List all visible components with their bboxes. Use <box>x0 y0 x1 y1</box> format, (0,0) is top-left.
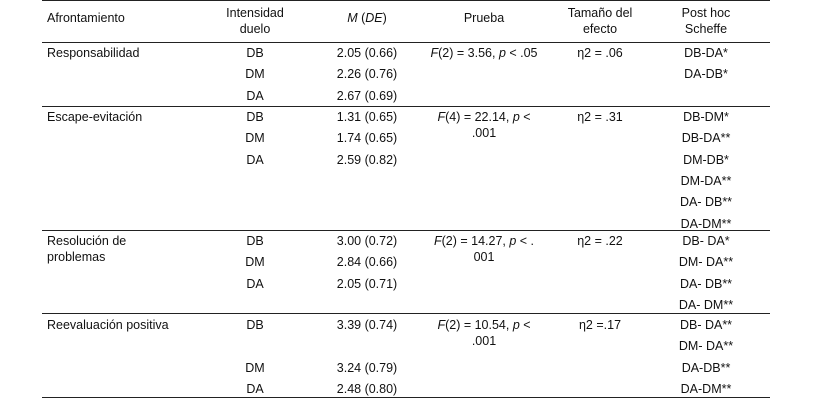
intensity-cell: DB <box>246 110 264 124</box>
mean-sd-cell: 2.05 (0.66) <box>336 46 398 60</box>
text-run: ( <box>357 11 366 25</box>
text-run: F <box>430 46 439 60</box>
intensity-cell: DA <box>246 276 264 291</box>
posthoc-cell: DB- DA* <box>682 234 730 248</box>
intensity-cell: DB <box>246 318 264 332</box>
text-run: F <box>433 234 442 248</box>
mean-sd-cell: 3.39 (0.74) <box>336 318 398 332</box>
test-cell: F(2) = 10.54, p < .001 <box>428 317 540 349</box>
intensity-cell: DM <box>245 67 265 82</box>
posthoc-cell: DA-DM** <box>680 381 732 396</box>
text-run: p <box>512 110 520 124</box>
posthoc-cell: DA-DB* <box>684 67 728 82</box>
effect-cell: η2 = .06 <box>577 46 623 60</box>
posthoc-cell: DM- DA** <box>678 339 734 354</box>
text-run: p <box>498 46 506 60</box>
header-cell: Post hoc Scheffe <box>681 6 731 36</box>
mean-sd-cell: 2.05 (0.71) <box>336 276 398 291</box>
mean-sd-cell: 2.67 (0.69) <box>336 88 398 103</box>
text-run: < .001 <box>471 110 531 140</box>
header-cell: Intensidad duelo <box>226 6 284 36</box>
mean-sd-cell: 3.00 (0.72) <box>336 234 398 248</box>
group-name: Responsabilidad <box>47 46 140 60</box>
mean-sd-cell: 2.26 (0.76) <box>336 67 398 82</box>
header-cell: Afrontamiento <box>47 11 125 25</box>
test-cell: F(2) = 3.56, p < .05 <box>428 45 540 61</box>
group-name: Resolución de problemas <box>47 234 127 264</box>
text-run: (2) = 3.56, <box>438 46 499 60</box>
mean-sd-cell: 1.31 (0.65) <box>336 110 398 124</box>
posthoc-cell: DB-DM* <box>683 110 729 124</box>
intensity-cell: DB <box>246 46 264 60</box>
intensity-cell: DM <box>245 360 265 375</box>
text-run: (2) = 14.27, <box>441 234 510 248</box>
posthoc-cell: DA- DB** <box>679 276 733 291</box>
text-run: < .001 <box>471 318 531 348</box>
effect-cell: η2 = .22 <box>577 234 623 248</box>
mean-sd-cell: 2.84 (0.66) <box>336 255 398 270</box>
posthoc-cell: DM- DA** <box>678 255 734 270</box>
posthoc-cell: DA- DB** <box>679 195 733 210</box>
text-run: p <box>509 234 517 248</box>
intensity-cell: DM <box>245 131 265 146</box>
text-run: ) <box>382 11 387 25</box>
text-run: < .05 <box>505 46 538 60</box>
mean-sd-cell: 2.59 (0.82) <box>336 152 398 167</box>
rule-line <box>42 106 770 107</box>
rule-line <box>42 397 770 398</box>
text-run: F <box>437 318 446 332</box>
posthoc-cell: DB-DA* <box>684 46 728 60</box>
test-cell: F(4) = 22.14, p < .001 <box>428 109 540 141</box>
text-run: F <box>437 110 446 124</box>
intensity-cell: DB <box>246 234 264 248</box>
group-name: Escape-evitación <box>47 110 143 124</box>
rule-line <box>42 313 770 314</box>
text-run: (2) = 10.54, <box>445 318 513 332</box>
posthoc-cell: DB- DA** <box>679 318 733 332</box>
header-cell: Tamaño del efecto <box>567 6 633 36</box>
intensity-cell: DM <box>245 255 265 270</box>
effect-cell: η2 =.17 <box>578 318 622 332</box>
posthoc-cell: DA- DM** <box>678 297 734 312</box>
posthoc-cell: DM-DA** <box>680 173 732 188</box>
mean-sd-cell: 2.48 (0.80) <box>336 381 398 396</box>
posthoc-cell: DM-DB* <box>683 152 729 167</box>
mean-sd-cell: 3.24 (0.79) <box>336 360 398 375</box>
intensity-cell: DA <box>246 88 264 103</box>
group-name: Reevaluación positiva <box>47 318 169 332</box>
text-run: M <box>347 11 358 25</box>
text-run: (4) = 22.14, <box>445 110 513 124</box>
intensity-cell: DA <box>246 152 264 167</box>
posthoc-cell: DB-DA** <box>681 131 731 146</box>
text-run: p <box>512 318 520 332</box>
posthoc-cell: DA-DB** <box>681 360 731 375</box>
text-run: DE <box>365 11 383 25</box>
text-run: < . 001 <box>473 234 535 264</box>
posthoc-cell: DA-DM** <box>680 216 732 231</box>
header-cell: Prueba <box>463 11 505 25</box>
rule-line <box>42 0 770 1</box>
mean-sd-cell: 1.74 (0.65) <box>336 131 398 146</box>
rule-line <box>42 42 770 43</box>
intensity-cell: DA <box>246 381 264 396</box>
test-cell: F(2) = 14.27, p < . 001 <box>428 233 540 265</box>
effect-cell: η2 = .31 <box>577 110 623 124</box>
rule-line <box>42 230 770 231</box>
header-cell: M (DE) <box>322 10 412 26</box>
